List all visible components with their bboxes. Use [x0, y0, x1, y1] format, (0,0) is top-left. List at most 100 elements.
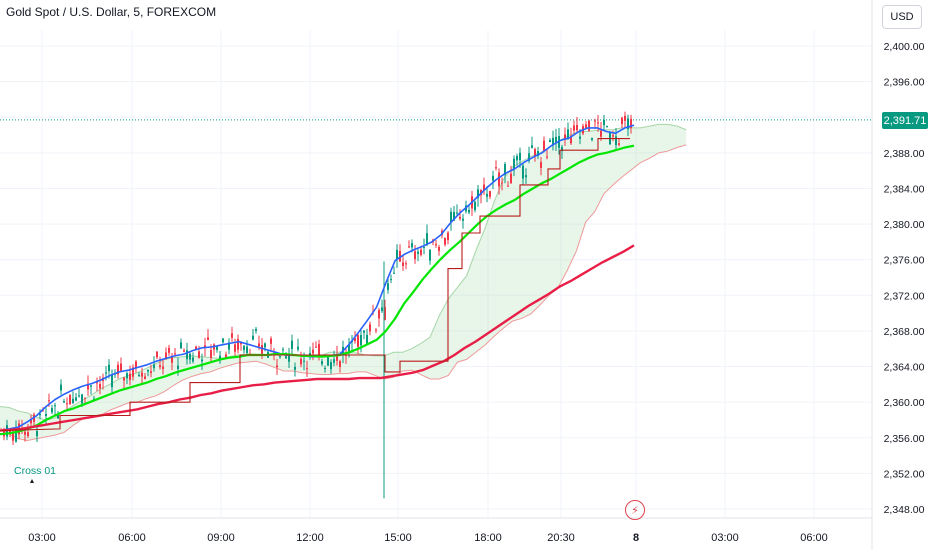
candle-body — [453, 212, 455, 221]
lightning-icon[interactable]: ⚡ — [625, 500, 645, 520]
candle-body — [561, 147, 563, 152]
candle-body — [282, 349, 284, 351]
candle-body — [144, 376, 146, 380]
candle-body — [483, 184, 485, 191]
candle-body — [438, 246, 440, 251]
candle-body — [321, 361, 323, 365]
candle-body — [492, 175, 494, 181]
candle-body — [396, 249, 398, 260]
candle-body — [204, 345, 206, 348]
candle-body — [264, 343, 266, 348]
candle-body — [270, 338, 272, 344]
candle-body — [612, 135, 614, 137]
candle-body — [279, 356, 281, 358]
candle-body — [486, 193, 488, 197]
candle-body — [297, 346, 299, 350]
y-tick-label: 2,400.00 — [884, 41, 925, 53]
candle-body — [120, 363, 122, 371]
x-tick-label: 03:00 — [28, 532, 56, 544]
candle-body — [237, 338, 239, 350]
candle-body — [24, 431, 26, 435]
x-tick-label: 20:30 — [547, 532, 575, 544]
candle-body — [543, 140, 545, 152]
candle-body — [198, 351, 200, 358]
indicator-lines — [0, 124, 635, 436]
candle-body — [369, 324, 371, 332]
candle-body — [348, 344, 350, 352]
candle-body — [312, 349, 314, 354]
candle-body — [15, 428, 17, 442]
candle-body — [81, 394, 83, 404]
ichimoku-cloud — [0, 123, 687, 441]
y-tick-label: 2,360.00 — [884, 397, 925, 409]
currency-button[interactable]: USD — [882, 5, 922, 29]
candle-body — [354, 338, 356, 342]
candle-body — [468, 210, 470, 213]
candle-body — [27, 432, 29, 436]
candle-body — [309, 352, 311, 355]
candle-body — [201, 359, 203, 362]
candle-body — [504, 164, 506, 176]
candle-body — [141, 372, 143, 377]
candle-body — [78, 395, 80, 397]
candle-body — [234, 344, 236, 352]
candle-body — [384, 307, 386, 320]
candle-body — [225, 354, 227, 358]
annotation-marker — [30, 479, 34, 483]
candle-body — [618, 143, 620, 145]
cloud-fill — [0, 124, 687, 441]
candle-body — [600, 130, 602, 137]
candle-body — [48, 400, 50, 402]
candle-body — [186, 350, 188, 360]
candle-body — [576, 125, 578, 131]
candle-body — [111, 374, 113, 388]
candle-body — [171, 356, 173, 363]
x-tick-label: 12:00 — [296, 532, 324, 544]
candle-body — [390, 279, 392, 281]
candle-body — [252, 335, 254, 340]
kijun-line — [0, 138, 630, 432]
candle-body — [378, 310, 380, 319]
candle-body — [228, 342, 230, 350]
candle-body — [399, 251, 401, 262]
x-tick-label: 15:00 — [384, 532, 412, 544]
candle-body — [177, 365, 179, 370]
candle-body — [45, 414, 47, 416]
candle-body — [294, 366, 296, 370]
candle-body — [519, 152, 521, 161]
candle-body — [330, 362, 332, 370]
candle-body — [402, 262, 404, 266]
candle-body — [531, 145, 533, 148]
x-tick-label: 09:00 — [207, 532, 235, 544]
candle-body — [276, 365, 278, 368]
candle-body — [99, 384, 101, 389]
candle-body — [459, 216, 461, 219]
candle-body — [567, 129, 569, 139]
candle-body — [336, 353, 338, 361]
candle-body — [570, 135, 572, 144]
candle-body — [174, 353, 176, 355]
candle-body — [243, 345, 245, 351]
chart-title: Gold Spot / U.S. Dollar, 5, FOREXCOM — [6, 5, 217, 19]
candle-body — [150, 371, 152, 373]
candle-body — [162, 366, 164, 369]
candle-body — [462, 218, 464, 221]
candle-body — [240, 343, 242, 345]
candle-body — [51, 408, 53, 413]
candle-body — [495, 167, 497, 169]
x-tick-label: 03:00 — [711, 532, 739, 544]
candle-body — [96, 382, 98, 384]
candle-body — [291, 340, 293, 349]
candle-body — [435, 244, 437, 246]
candle-body — [183, 350, 185, 352]
candle-body — [501, 182, 503, 184]
candle-body — [387, 283, 389, 290]
candle-body — [39, 413, 41, 416]
candle-body — [549, 139, 551, 143]
candle-body — [117, 364, 119, 375]
candle-body — [555, 136, 557, 143]
candle-body — [489, 191, 491, 197]
